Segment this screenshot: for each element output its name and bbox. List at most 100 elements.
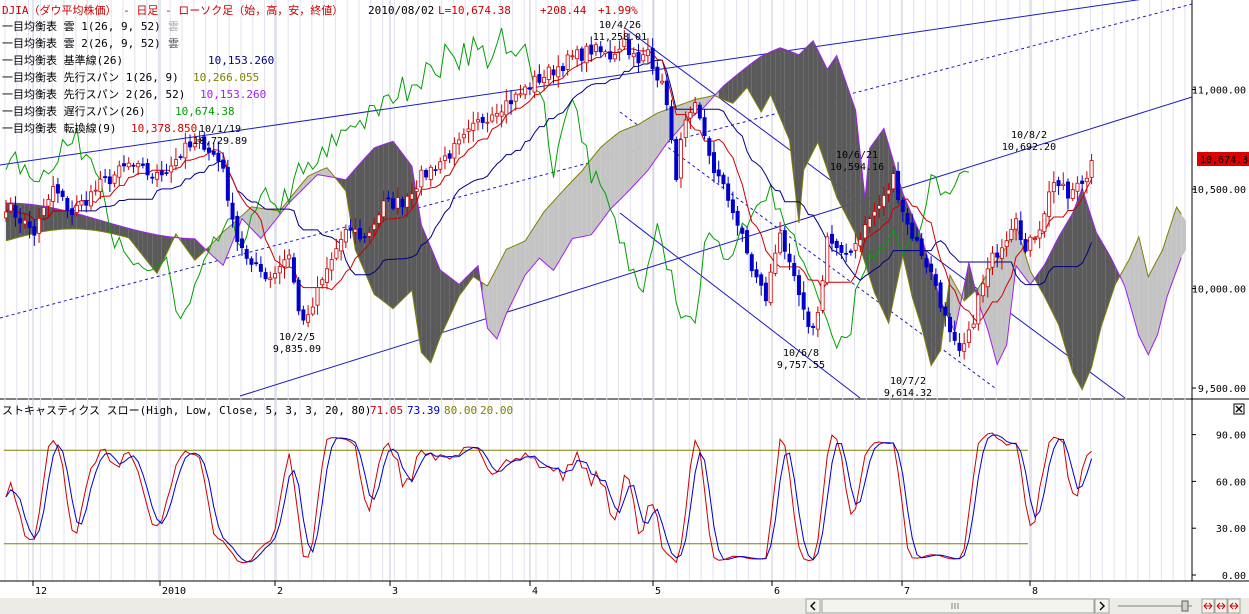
candle-down	[674, 139, 679, 180]
candle-down	[447, 153, 452, 159]
grip-icon	[951, 603, 959, 609]
cloud-1-segment	[562, 185, 568, 255]
scroll-right-button[interactable]	[1094, 598, 1110, 614]
annotation-date: 10/4/26	[599, 20, 641, 31]
cloud-2-segment	[345, 174, 351, 221]
close-icon[interactable]	[1235, 405, 1243, 413]
candle-down	[627, 39, 632, 56]
cloud-2-segment	[81, 214, 87, 230]
chevron-right-icon[interactable]	[1099, 601, 1105, 611]
cloud-2-segment	[931, 269, 936, 366]
cloud-1-segment	[534, 219, 540, 264]
cloud-1-segment	[596, 147, 601, 229]
stoch-lower-value: 20.00	[480, 404, 513, 417]
candle-up	[631, 52, 636, 58]
cloud-1-segment	[1001, 246, 1007, 355]
cloud-2-segment	[728, 78, 733, 104]
cloud-2-segment	[1101, 240, 1106, 328]
candle-down	[995, 252, 1000, 258]
candle-down	[650, 47, 655, 70]
candle-down	[796, 275, 801, 296]
x-tick-label: 2	[277, 586, 283, 597]
bottom-scrollbar[interactable]	[0, 598, 1249, 614]
candle-down	[745, 230, 750, 254]
cloud-2-segment	[817, 50, 823, 156]
candle-down	[910, 222, 915, 239]
cloud-1-segment	[539, 211, 545, 263]
candle-down	[834, 240, 839, 249]
annotation-value: 10,729.89	[193, 136, 247, 147]
x-tick-label: 7	[904, 586, 910, 597]
x-tick-label: 6	[774, 586, 780, 597]
close-pane-button[interactable]	[1233, 403, 1245, 415]
candle-down	[230, 202, 235, 220]
cloud-2-segment	[1096, 232, 1102, 348]
candle-up	[485, 121, 490, 124]
cloud-2-segment	[850, 96, 856, 234]
candle-up	[1009, 228, 1014, 240]
cloud-1-segment	[317, 169, 323, 176]
legend-value: 10,153.260	[208, 54, 274, 67]
cloud-2-segment	[62, 210, 68, 230]
candle-up	[678, 139, 683, 179]
candle-down	[830, 233, 835, 244]
chevron-left-icon[interactable]	[810, 601, 816, 611]
candle-up	[523, 86, 528, 95]
legend-label: 一目均衡表 基準線(26)	[2, 53, 123, 67]
header-last-price: L=10,674.38	[438, 4, 511, 17]
candle-up	[98, 178, 103, 193]
cloud-1-segment	[624, 128, 630, 196]
cloud-2-segment	[411, 166, 417, 322]
cloud-2-segment	[765, 51, 771, 104]
candle-down	[221, 159, 226, 169]
x-tick-label: 3	[392, 586, 398, 597]
arrows-icon[interactable]	[1203, 602, 1213, 610]
cloud-2-segment	[397, 147, 403, 305]
candle-up	[1089, 160, 1094, 178]
annotation-value: 9,614.32	[884, 388, 932, 399]
candle-up	[320, 279, 325, 286]
candle-up	[197, 139, 202, 142]
candle-up	[1014, 218, 1019, 230]
candle-up	[513, 93, 518, 102]
cloud-2-segment	[1034, 271, 1040, 288]
candle-up	[565, 54, 570, 70]
candle-down	[1056, 180, 1061, 187]
cloud-1-segment	[1030, 270, 1035, 285]
candle-down	[560, 66, 565, 72]
candle-up	[466, 128, 471, 132]
candle-down	[782, 230, 787, 252]
price-axis-panel	[1192, 0, 1249, 583]
candle-down	[32, 226, 37, 236]
scroll-left-button[interactable]	[805, 598, 821, 614]
candle-up	[872, 211, 877, 217]
candle-up	[22, 219, 27, 225]
stoch-k-line	[5, 432, 1092, 564]
senkou-span-1-line	[5, 86, 1182, 391]
cloud-1-segment	[322, 167, 327, 177]
cloud-2-segment	[142, 231, 148, 262]
annotation-date: 10/1/19	[199, 124, 241, 135]
candle-up	[88, 191, 93, 207]
arrows-icon[interactable]	[1216, 602, 1226, 610]
candle-down	[107, 176, 112, 185]
annotation-value: 11,258.01	[593, 32, 647, 43]
candle-down	[263, 272, 268, 280]
cloud-2-segment	[1110, 256, 1116, 299]
candle-down	[801, 292, 806, 310]
cloud-2-segment	[109, 223, 115, 235]
candle-up	[518, 93, 523, 96]
cloud-2-segment	[832, 55, 837, 198]
candle-up	[886, 189, 891, 195]
price-tick-label: 11,000.00	[1192, 86, 1246, 97]
cloud-2-segment	[968, 262, 974, 297]
candle-down	[159, 170, 164, 176]
candle-down	[759, 274, 764, 286]
candle-up	[381, 200, 386, 218]
legend-value: 雲	[168, 20, 179, 33]
zoom-slider-handle[interactable]	[1181, 600, 1189, 612]
cloud-1-segment	[515, 243, 521, 295]
arrows-icon[interactable]	[1229, 602, 1239, 610]
